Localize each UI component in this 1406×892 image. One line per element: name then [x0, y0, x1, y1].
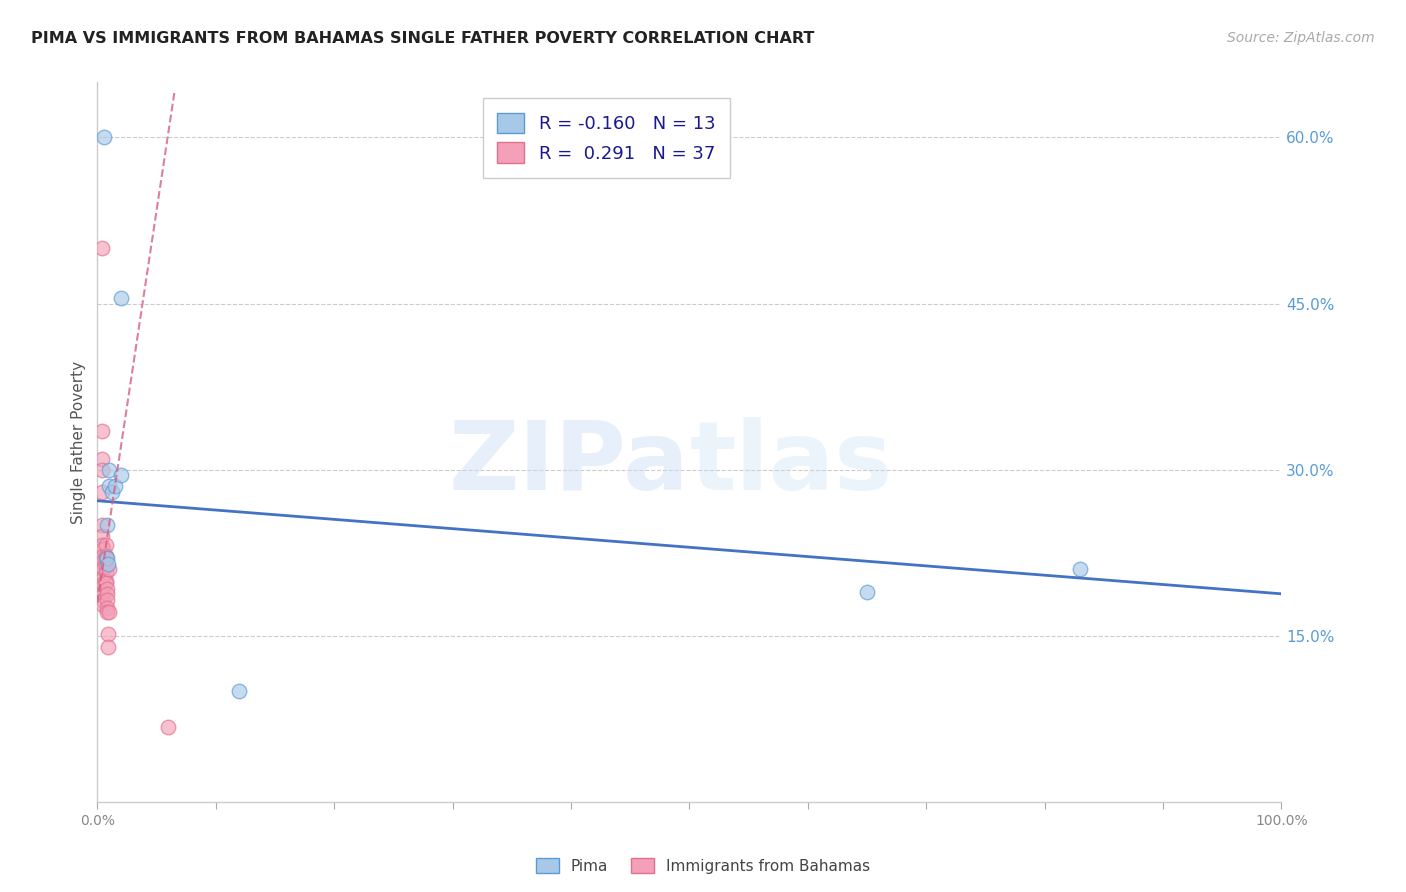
Point [157, 720, 180, 734]
Point [104, 479, 127, 493]
Point [96, 518, 118, 533]
Point [91, 484, 114, 499]
Point [96, 601, 118, 615]
Point [91, 542, 114, 557]
Point [91, 424, 114, 438]
Point [98, 605, 121, 619]
Point [98, 463, 121, 477]
Point [110, 468, 132, 483]
Point [110, 291, 132, 305]
Point [856, 584, 879, 599]
Point [91, 241, 114, 255]
Legend: R = -0.160   N = 13, R =  0.291   N = 37: R = -0.160 N = 13, R = 0.291 N = 37 [484, 98, 730, 178]
Point [96, 587, 118, 601]
Point [91, 571, 114, 585]
Point [98, 562, 121, 576]
Point [91, 529, 114, 543]
Point [94, 560, 117, 574]
Text: PIMA VS IMMIGRANTS FROM BAHAMAS SINGLE FATHER POVERTY CORRELATION CHART: PIMA VS IMMIGRANTS FROM BAHAMAS SINGLE F… [31, 31, 814, 46]
Text: tlas: tlas [689, 417, 893, 510]
Point [96, 605, 118, 619]
Point [91, 451, 114, 466]
Text: Source: ZipAtlas.com: Source: ZipAtlas.com [1227, 31, 1375, 45]
Point [97, 640, 120, 654]
Point [97, 626, 120, 640]
Point [91, 518, 114, 533]
Point [93, 130, 115, 145]
Point [91, 560, 114, 574]
Point [96, 551, 118, 566]
Point [98, 479, 121, 493]
Point [91, 562, 114, 576]
Point [97, 557, 120, 571]
Point [96, 593, 118, 607]
Point [228, 684, 250, 698]
Y-axis label: Single Father Poverty: Single Father Poverty [72, 360, 86, 524]
Point [91, 549, 114, 563]
Text: ZIPa: ZIPa [449, 417, 689, 510]
Point [91, 553, 114, 567]
Point [91, 463, 114, 477]
Point [91, 584, 114, 599]
Legend: Pima, Immigrants from Bahamas: Pima, Immigrants from Bahamas [530, 852, 876, 880]
Point [94, 574, 117, 588]
Point [91, 538, 114, 552]
Point [1069, 562, 1091, 576]
Point [91, 587, 114, 601]
Point [94, 565, 117, 579]
Point [94, 575, 117, 590]
Point [94, 549, 117, 563]
Point [94, 538, 117, 552]
Point [91, 575, 114, 590]
Point [96, 582, 118, 597]
Point [100, 484, 122, 499]
Point [91, 593, 114, 607]
Point [91, 598, 114, 612]
Point [91, 579, 114, 593]
Point [94, 551, 117, 566]
